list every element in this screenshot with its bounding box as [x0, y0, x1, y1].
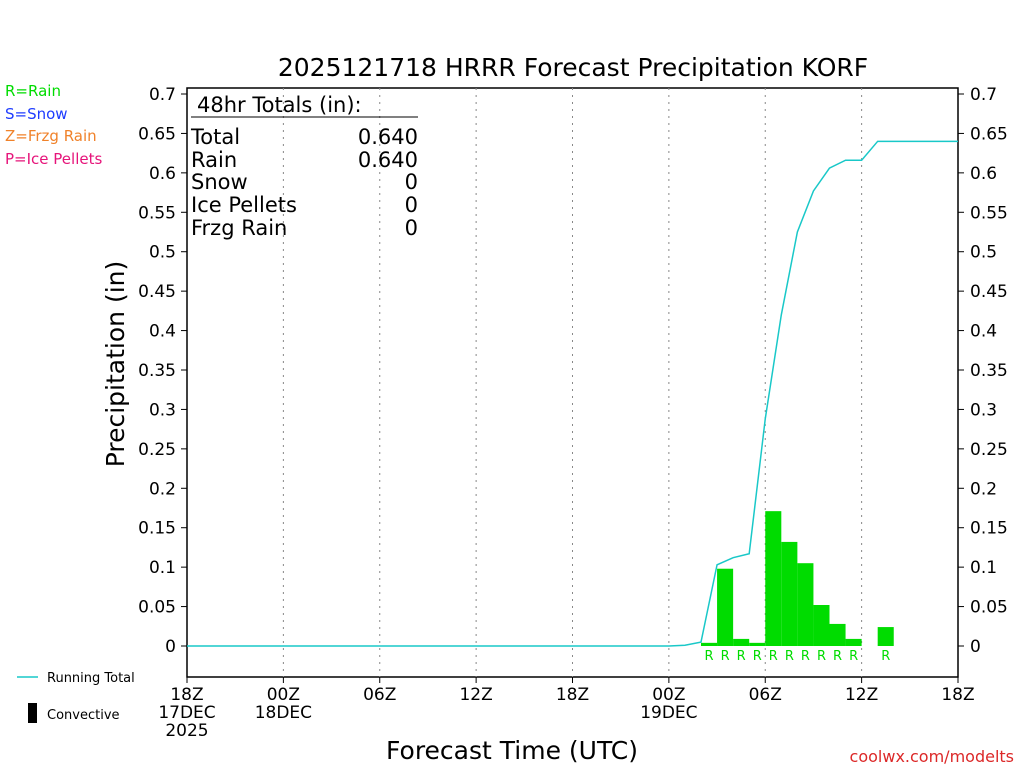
legend-running-total: Running Total [47, 671, 135, 686]
x-tick-label: 00Z [267, 685, 300, 705]
totals-value-frzg-rain: 0 [405, 216, 418, 240]
totals-value-ice-pellets: 0 [405, 193, 418, 217]
x-tick-label: 18Z [170, 685, 203, 705]
totals-label-total: Total [190, 125, 240, 149]
y-tick-label-left: 0.05 [138, 598, 176, 618]
y-tick-label-right: 0.45 [970, 282, 1008, 302]
y-tick-label-left: 0.7 [149, 85, 176, 105]
y-tick-label-right: 0.55 [970, 203, 1008, 223]
precip-bar [733, 638, 750, 646]
y-tick-label-left: 0.5 [149, 243, 176, 263]
x-tick-label: 17DEC [158, 703, 215, 723]
precip-type-letter: R [833, 649, 842, 664]
precip-type-letter: R [881, 649, 890, 664]
gridlines [282, 88, 863, 677]
x-tick-label: 06Z [749, 685, 782, 705]
x-tick-label: 19DEC [640, 703, 697, 723]
precip-type-letter: R [705, 649, 714, 664]
y-tick-label-right: 0.3 [970, 400, 997, 420]
precip-bar [797, 563, 814, 646]
x-tick-label: 00Z [652, 685, 685, 705]
x-tick-label: 06Z [363, 685, 396, 705]
y-axis: 0 00.05 0.050.1 0.10.15 0.150.2 0.20.25 0.250.… [138, 85, 1008, 657]
totals-value-snow: 0 [405, 170, 418, 194]
y-tick-label-left: 0.3 [149, 400, 176, 420]
precip-bar [717, 568, 734, 646]
convective-swatch [28, 703, 37, 723]
x-axis-label: Forecast Time (UTC) [386, 736, 638, 765]
precip-type-legend: R=Rain S=Snow Z=Frzg Rain P=Ice Pellets [5, 82, 102, 168]
precip-bar [813, 604, 830, 646]
legend-ice-pellets: P=Ice Pellets [5, 150, 102, 168]
y-tick-label-right: 0.7 [970, 85, 997, 105]
y-tick-label-left: 0.25 [138, 440, 176, 460]
precip-type-letter: R [753, 649, 762, 664]
totals-label-ice-pellets: Ice Pellets [191, 193, 297, 217]
totals-label-snow: Snow [191, 170, 248, 194]
y-tick-label-left: 0.1 [149, 558, 176, 578]
y-tick-label-left: 0 [165, 637, 176, 657]
legend-frzg-rain: Z=Frzg Rain [5, 127, 97, 145]
x-tick-label: 12Z [459, 685, 492, 705]
precip-type-letter: R [737, 649, 746, 664]
precip-type-letter: R [801, 649, 810, 664]
precip-type-letter: R [817, 649, 826, 664]
x-tick-label: 18DEC [255, 703, 312, 723]
totals-heading: 48hr Totals (in): [197, 93, 362, 117]
y-tick-label-right: 0.15 [970, 519, 1008, 539]
precip-bar [845, 638, 862, 646]
y-tick-label-left: 0.35 [138, 361, 176, 381]
totals-box: 48hr Totals (in): Total 0.640 Rain 0.640… [190, 93, 418, 240]
y-tick-label-left: 0.2 [149, 479, 176, 499]
precip-type-letter: R [785, 649, 794, 664]
precip-bar [749, 642, 766, 646]
chart-title: 2025121718 HRRR Forecast Precipitation K… [278, 53, 868, 82]
legend-snow: S=Snow [5, 105, 68, 123]
y-tick-label-left: 0.45 [138, 282, 176, 302]
y-tick-label-left: 0.6 [149, 164, 176, 184]
legend-convective: Convective [47, 708, 120, 723]
y-tick-label-left: 0.4 [149, 322, 176, 342]
x-tick-label: 18Z [941, 685, 974, 705]
y-tick-label-left: 0.55 [138, 203, 176, 223]
y-tick-label-right: 0.6 [970, 164, 997, 184]
legend-rain: R=Rain [5, 82, 61, 100]
precip-type-letter: R [721, 649, 730, 664]
x-tick-label: 2025 [165, 721, 208, 741]
precip-type-letter: R [849, 649, 858, 664]
precip-bar [781, 541, 798, 646]
y-tick-label-right: 0.1 [970, 558, 997, 578]
totals-value-rain: 0.640 [358, 148, 418, 172]
totals-value-total: 0.640 [358, 125, 418, 149]
y-tick-label-right: 0.65 [970, 124, 1008, 144]
totals-label-frzg-rain: Frzg Rain [191, 216, 287, 240]
precip-bar [765, 511, 782, 646]
y-tick-label-right: 0.5 [970, 243, 997, 263]
y-tick-label-right: 0 [970, 637, 981, 657]
x-tick-label: 18Z [556, 685, 589, 705]
precip-type-letter: R [769, 649, 778, 664]
y-tick-label-right: 0.05 [970, 598, 1008, 618]
y-tick-label-right: 0.4 [970, 322, 997, 342]
y-tick-label-right: 0.2 [970, 479, 997, 499]
y-tick-label-right: 0.25 [970, 440, 1008, 460]
y-tick-label-right: 0.35 [970, 361, 1008, 381]
x-tick-label: 12Z [845, 685, 878, 705]
y-tick-label-left: 0.65 [138, 124, 176, 144]
y-tick-label-left: 0.15 [138, 519, 176, 539]
running-total-line [187, 140, 958, 647]
precip-bar [877, 627, 894, 646]
credit-text: coolwx.com/modelts [850, 747, 1014, 766]
precip-bar [701, 642, 718, 646]
y-axis-label: Precipitation (in) [101, 261, 130, 468]
totals-label-rain: Rain [191, 148, 237, 172]
series-legend: Running Total Convective [17, 671, 135, 723]
precip-bar [829, 623, 846, 646]
